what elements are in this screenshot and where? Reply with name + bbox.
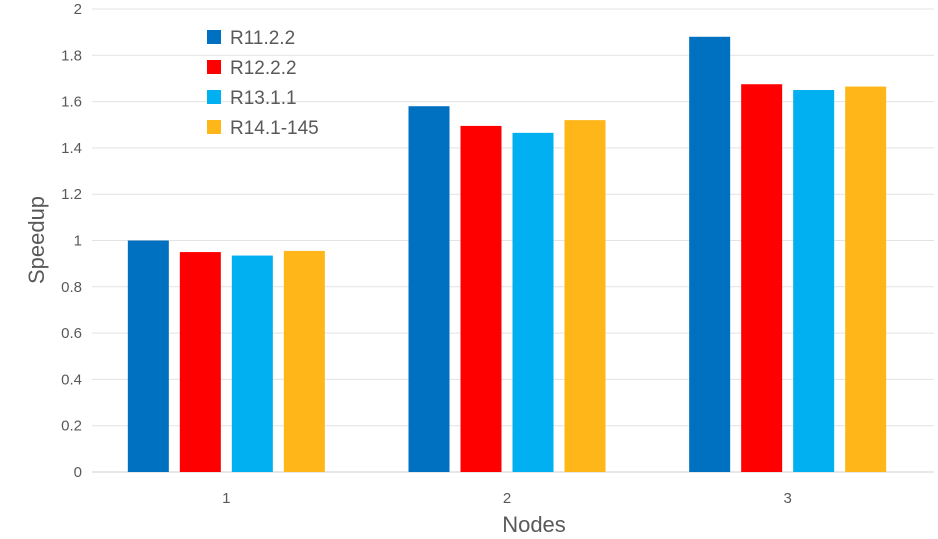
x-tick-label: 1 xyxy=(222,490,230,507)
legend-label: R12.2.2 xyxy=(230,58,297,79)
legend-swatch xyxy=(207,120,221,134)
y-tick-label: 0.6 xyxy=(61,325,82,342)
x-tick-label: 2 xyxy=(503,490,511,507)
legend-swatch xyxy=(207,30,221,44)
y-tick-label: 0.2 xyxy=(61,418,82,435)
bar-r12-2-2-node-2 xyxy=(460,125,502,472)
y-tick-label: 1.2 xyxy=(61,186,82,203)
x-axis-title: Nodes xyxy=(502,512,566,537)
y-tick-label: 1.4 xyxy=(61,140,82,157)
bar-r12-2-2-node-1 xyxy=(179,252,221,472)
legend-label: R11.2.2 xyxy=(230,28,295,49)
bar-r12-2-2-node-3 xyxy=(741,84,783,473)
y-tick-label: 0.8 xyxy=(61,279,82,296)
bar-r13-1-1-node-3 xyxy=(793,90,835,473)
bar-r11-2-2-node-1 xyxy=(127,240,169,472)
y-axis-title: Speedup xyxy=(24,196,49,284)
legend-label: R14.1-145 xyxy=(230,118,319,139)
y-tick-label: 0 xyxy=(74,464,82,481)
bar-r14-1-145-node-1 xyxy=(283,250,325,472)
bar-r13-1-1-node-1 xyxy=(231,255,273,472)
y-tick-label: 2 xyxy=(74,1,82,18)
y-tick-label: 0.4 xyxy=(61,371,82,388)
y-tick-label: 1 xyxy=(74,233,82,250)
y-tick-label: 1.8 xyxy=(61,47,82,64)
y-tick-label: 1.6 xyxy=(61,94,82,111)
y-axis-ticks: 0 0.2 0.4 0.6 0.8 1 1.2 1.4 1.6 1.8 2 xyxy=(61,1,82,481)
bar-r13-1-1-node-2 xyxy=(512,132,554,473)
legend: R11.2.2 R12.2.2 R13.1.1 R14.1-145 xyxy=(207,28,319,139)
legend-label: R13.1.1 xyxy=(230,88,297,109)
legend-swatch xyxy=(207,60,221,74)
bar-r14-1-145-node-2 xyxy=(564,120,606,473)
x-tick-label: 3 xyxy=(783,490,791,507)
bars xyxy=(127,36,887,473)
bar-r11-2-2-node-2 xyxy=(408,106,450,472)
x-axis-ticks: 1 2 3 xyxy=(222,490,792,507)
bar-r11-2-2-node-3 xyxy=(689,36,731,472)
legend-swatch xyxy=(207,90,221,104)
bar-r14-1-145-node-3 xyxy=(845,86,887,473)
